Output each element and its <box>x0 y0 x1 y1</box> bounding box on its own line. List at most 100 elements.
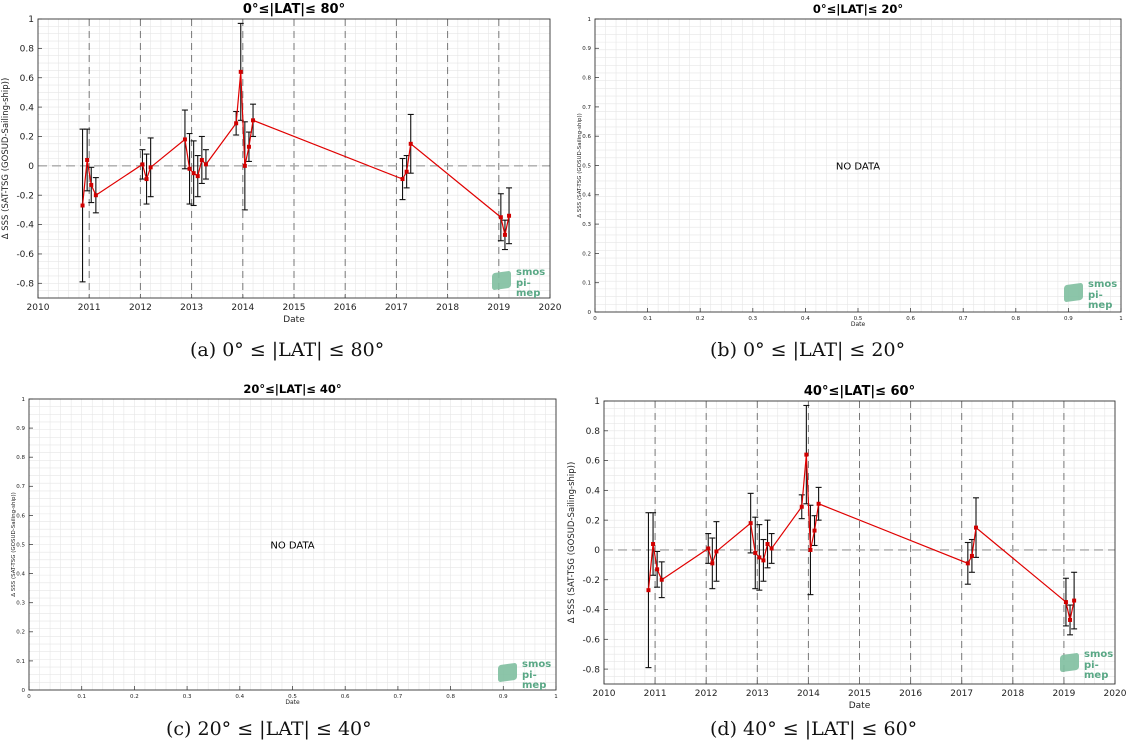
data-point <box>242 163 247 168</box>
y-tick-label: 0.1 <box>582 281 591 287</box>
x-tick-label: 0.3 <box>748 316 757 322</box>
chart-panel-c: 0 0.1 0.2 0.3 0.4 0.5 0.6 0.7 0.8 0.9 1 0 0.1 0.2 0.3 0… <box>0 378 564 753</box>
caption-c: (c) 20° ≤ |LAT| ≤ 40° <box>166 718 372 740</box>
y-tick-label: 0.8 <box>20 45 35 55</box>
data-point <box>808 547 813 552</box>
x-tick-label: 2017 <box>385 303 408 313</box>
data-point <box>195 174 200 179</box>
x-tick-label: 0.2 <box>696 316 705 322</box>
x-tick-label: 2018 <box>1001 689 1024 699</box>
y-tick-label: 0.2 <box>20 133 34 143</box>
data-point <box>199 157 204 162</box>
x-tick-label: 0.4 <box>801 316 810 322</box>
y-tick-label: -0.8 <box>582 665 600 675</box>
data-point <box>85 157 90 162</box>
x-tick-label: 2013 <box>746 689 769 699</box>
y-tick-label: 0.5 <box>16 542 25 548</box>
smos-logo-line1: smos <box>522 659 552 670</box>
data-point <box>748 521 753 526</box>
chart-panel-b: 0 0.1 0.2 0.3 0.4 0.5 0.6 0.7 0.8 0.9 1 0 0.1 0.2 0.3 0… <box>564 0 1128 376</box>
data-point <box>140 162 145 167</box>
smos-logo-line2: pi-mep <box>1088 289 1113 311</box>
data-point <box>1068 617 1073 622</box>
smos-logo-line2: pi-mep <box>516 277 541 299</box>
x-tick-label: 2016 <box>899 689 922 699</box>
y-tick-label: 0.6 <box>586 457 601 467</box>
caption-d: (d) 40° ≤ |LAT| ≤ 60° <box>710 718 918 740</box>
x-tick-label: 0.3 <box>183 694 192 700</box>
y-tick-label: -0.6 <box>16 250 34 260</box>
data-point <box>191 171 196 176</box>
y-tick-label: 0.6 <box>582 134 591 140</box>
y-tick-label: 0.7 <box>582 105 591 111</box>
axes-box <box>28 398 557 691</box>
y-tick-label: -0.4 <box>582 606 600 616</box>
x-tick-label: 2018 <box>436 303 459 313</box>
y-tick-label: 0.2 <box>16 630 25 636</box>
x-tick-label: 0.4 <box>235 694 244 700</box>
axes-box <box>594 18 1122 313</box>
smos-logo-text: smos pi-mep <box>522 659 552 692</box>
smos-logo-icon <box>1060 652 1079 673</box>
chart-title: 20°≤|LAT|≤ 40° <box>243 382 341 396</box>
data-point <box>651 541 656 546</box>
data-point <box>753 550 758 555</box>
y-tick-label: 0 <box>588 310 592 316</box>
chart-a: 2010 2011 2012 2013 2014 2015 2016 2017 2018 2019… <box>1 2 562 325</box>
y-axis-label: Δ SSS (SAT-TSG (GOSUD-Sailing-ship)) <box>577 113 583 218</box>
y-tick-label: 0.8 <box>582 76 591 82</box>
y-tick-label: 0.4 <box>16 572 25 578</box>
x-tick-label: 2014 <box>231 303 254 313</box>
x-tick-label: 2019 <box>1052 689 1075 699</box>
y-tick-label: -0.2 <box>582 576 600 586</box>
x-tick-label: 0.6 <box>341 694 350 700</box>
y-tick-label: 0.6 <box>20 74 35 84</box>
data-point <box>234 121 239 126</box>
y-tick-label: 1 <box>588 17 592 23</box>
data-point <box>804 452 809 457</box>
smos-logo-line1: smos <box>1084 649 1114 660</box>
chart-c: 0 0.1 0.2 0.3 0.4 0.5 0.6 0.7 0.8 0.9 1 0 0.1 0.2 0.3 0… <box>11 382 558 706</box>
data-point <box>812 528 817 533</box>
data-point <box>816 501 821 506</box>
smos-logo-icon <box>498 662 517 683</box>
y-axis-label: Δ SSS (SAT-TSG (GOSUD-Sailing-ship)) <box>11 492 17 597</box>
data-point <box>187 166 192 171</box>
x-tick-label: 2015 <box>848 689 871 699</box>
data-point <box>246 144 251 149</box>
y-tick-label: -0.4 <box>16 221 34 231</box>
smos-logo-icon <box>1064 282 1083 303</box>
x-tick-label: 0.7 <box>394 694 403 700</box>
x-tick-label: 0.7 <box>959 316 968 322</box>
no-data-label: NO DATA <box>270 541 314 552</box>
data-point <box>706 546 711 551</box>
x-tick-label: 2013 <box>180 303 203 313</box>
x-tick-label: 2012 <box>129 303 152 313</box>
smos-logo-line2: pi-mep <box>522 669 547 691</box>
x-tick-label: 2017 <box>950 689 973 699</box>
chart-panel-d: 2010 2011 2012 2013 2014 2015 2016 2017 2018 2019… <box>564 378 1128 753</box>
x-tick-label: 0.6 <box>906 316 915 322</box>
data-point <box>974 525 979 530</box>
x-tick-label: 2011 <box>644 689 667 699</box>
data-point <box>769 546 774 551</box>
x-axis-label: Date <box>849 701 871 711</box>
x-tick-label: 0 <box>27 694 31 700</box>
y-tick-label: 0 <box>594 546 600 556</box>
data-point <box>646 588 651 593</box>
x-tick-label: 1 <box>1119 316 1123 322</box>
data-point <box>659 577 664 582</box>
x-tick-label: 2010 <box>27 303 50 313</box>
data-point <box>238 69 243 74</box>
data-point <box>148 165 153 170</box>
x-tick-label: 2012 <box>695 689 718 699</box>
data-point <box>761 558 766 563</box>
data-point <box>969 553 974 558</box>
y-tick-label: 0.3 <box>582 222 591 228</box>
y-tick-label: 0.7 <box>16 484 25 490</box>
data-point <box>765 541 770 546</box>
x-tick-label: 2011 <box>78 303 101 313</box>
x-tick-label: 0.9 <box>499 694 508 700</box>
axes-box <box>37 18 551 299</box>
y-tick-label: 0.6 <box>16 513 25 519</box>
